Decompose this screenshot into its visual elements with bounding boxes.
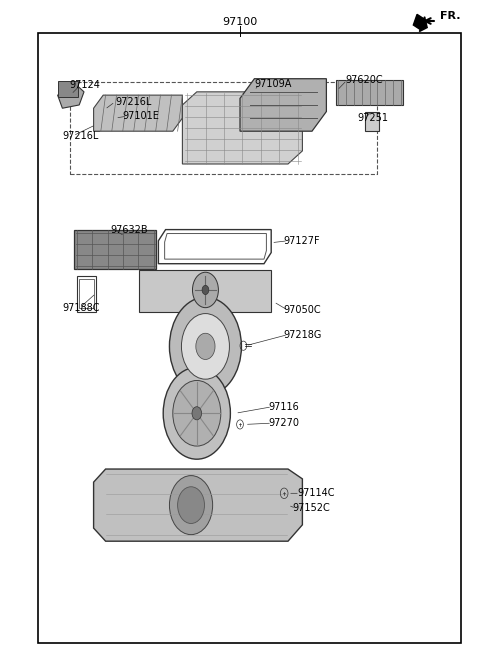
- Text: 97114C: 97114C: [298, 488, 335, 499]
- Text: 97050C: 97050C: [283, 305, 321, 316]
- Bar: [94, 123, 99, 131]
- Text: 97270: 97270: [269, 418, 300, 428]
- Bar: [77, 276, 96, 312]
- Circle shape: [163, 367, 230, 459]
- Text: 97216L: 97216L: [115, 96, 152, 107]
- Text: 97116: 97116: [269, 401, 300, 412]
- Bar: [38, 33, 461, 643]
- Bar: [79, 279, 94, 308]
- FancyArrow shape: [413, 14, 427, 31]
- Text: 97218G: 97218G: [283, 329, 322, 340]
- Text: 97100: 97100: [222, 16, 258, 27]
- Circle shape: [192, 272, 218, 308]
- Text: FR.: FR.: [440, 11, 461, 22]
- Circle shape: [196, 333, 215, 359]
- Bar: [74, 230, 156, 269]
- Text: 97124: 97124: [70, 80, 100, 91]
- Bar: [139, 270, 271, 312]
- Text: 97109A: 97109A: [254, 79, 292, 89]
- Circle shape: [181, 314, 229, 379]
- Polygon shape: [240, 79, 326, 131]
- Circle shape: [178, 487, 204, 523]
- Bar: [94, 110, 101, 123]
- Text: 97152C: 97152C: [293, 503, 331, 514]
- Polygon shape: [94, 469, 302, 541]
- Text: 97101E: 97101E: [122, 111, 159, 121]
- Text: 97216L: 97216L: [62, 131, 99, 141]
- Text: 97127F: 97127F: [283, 236, 320, 246]
- Polygon shape: [336, 80, 403, 105]
- Bar: [365, 112, 379, 131]
- Bar: [70, 82, 377, 174]
- Polygon shape: [94, 95, 182, 131]
- Polygon shape: [182, 92, 302, 164]
- Polygon shape: [58, 85, 84, 108]
- Bar: [58, 81, 78, 97]
- Text: 97251: 97251: [358, 113, 389, 123]
- Circle shape: [202, 285, 209, 295]
- Text: 97188C: 97188C: [62, 303, 100, 314]
- Circle shape: [173, 380, 221, 446]
- Text: 97620C: 97620C: [346, 75, 383, 85]
- Circle shape: [169, 476, 213, 535]
- Text: 97632B: 97632B: [110, 224, 148, 235]
- Circle shape: [169, 297, 241, 396]
- Circle shape: [192, 407, 202, 420]
